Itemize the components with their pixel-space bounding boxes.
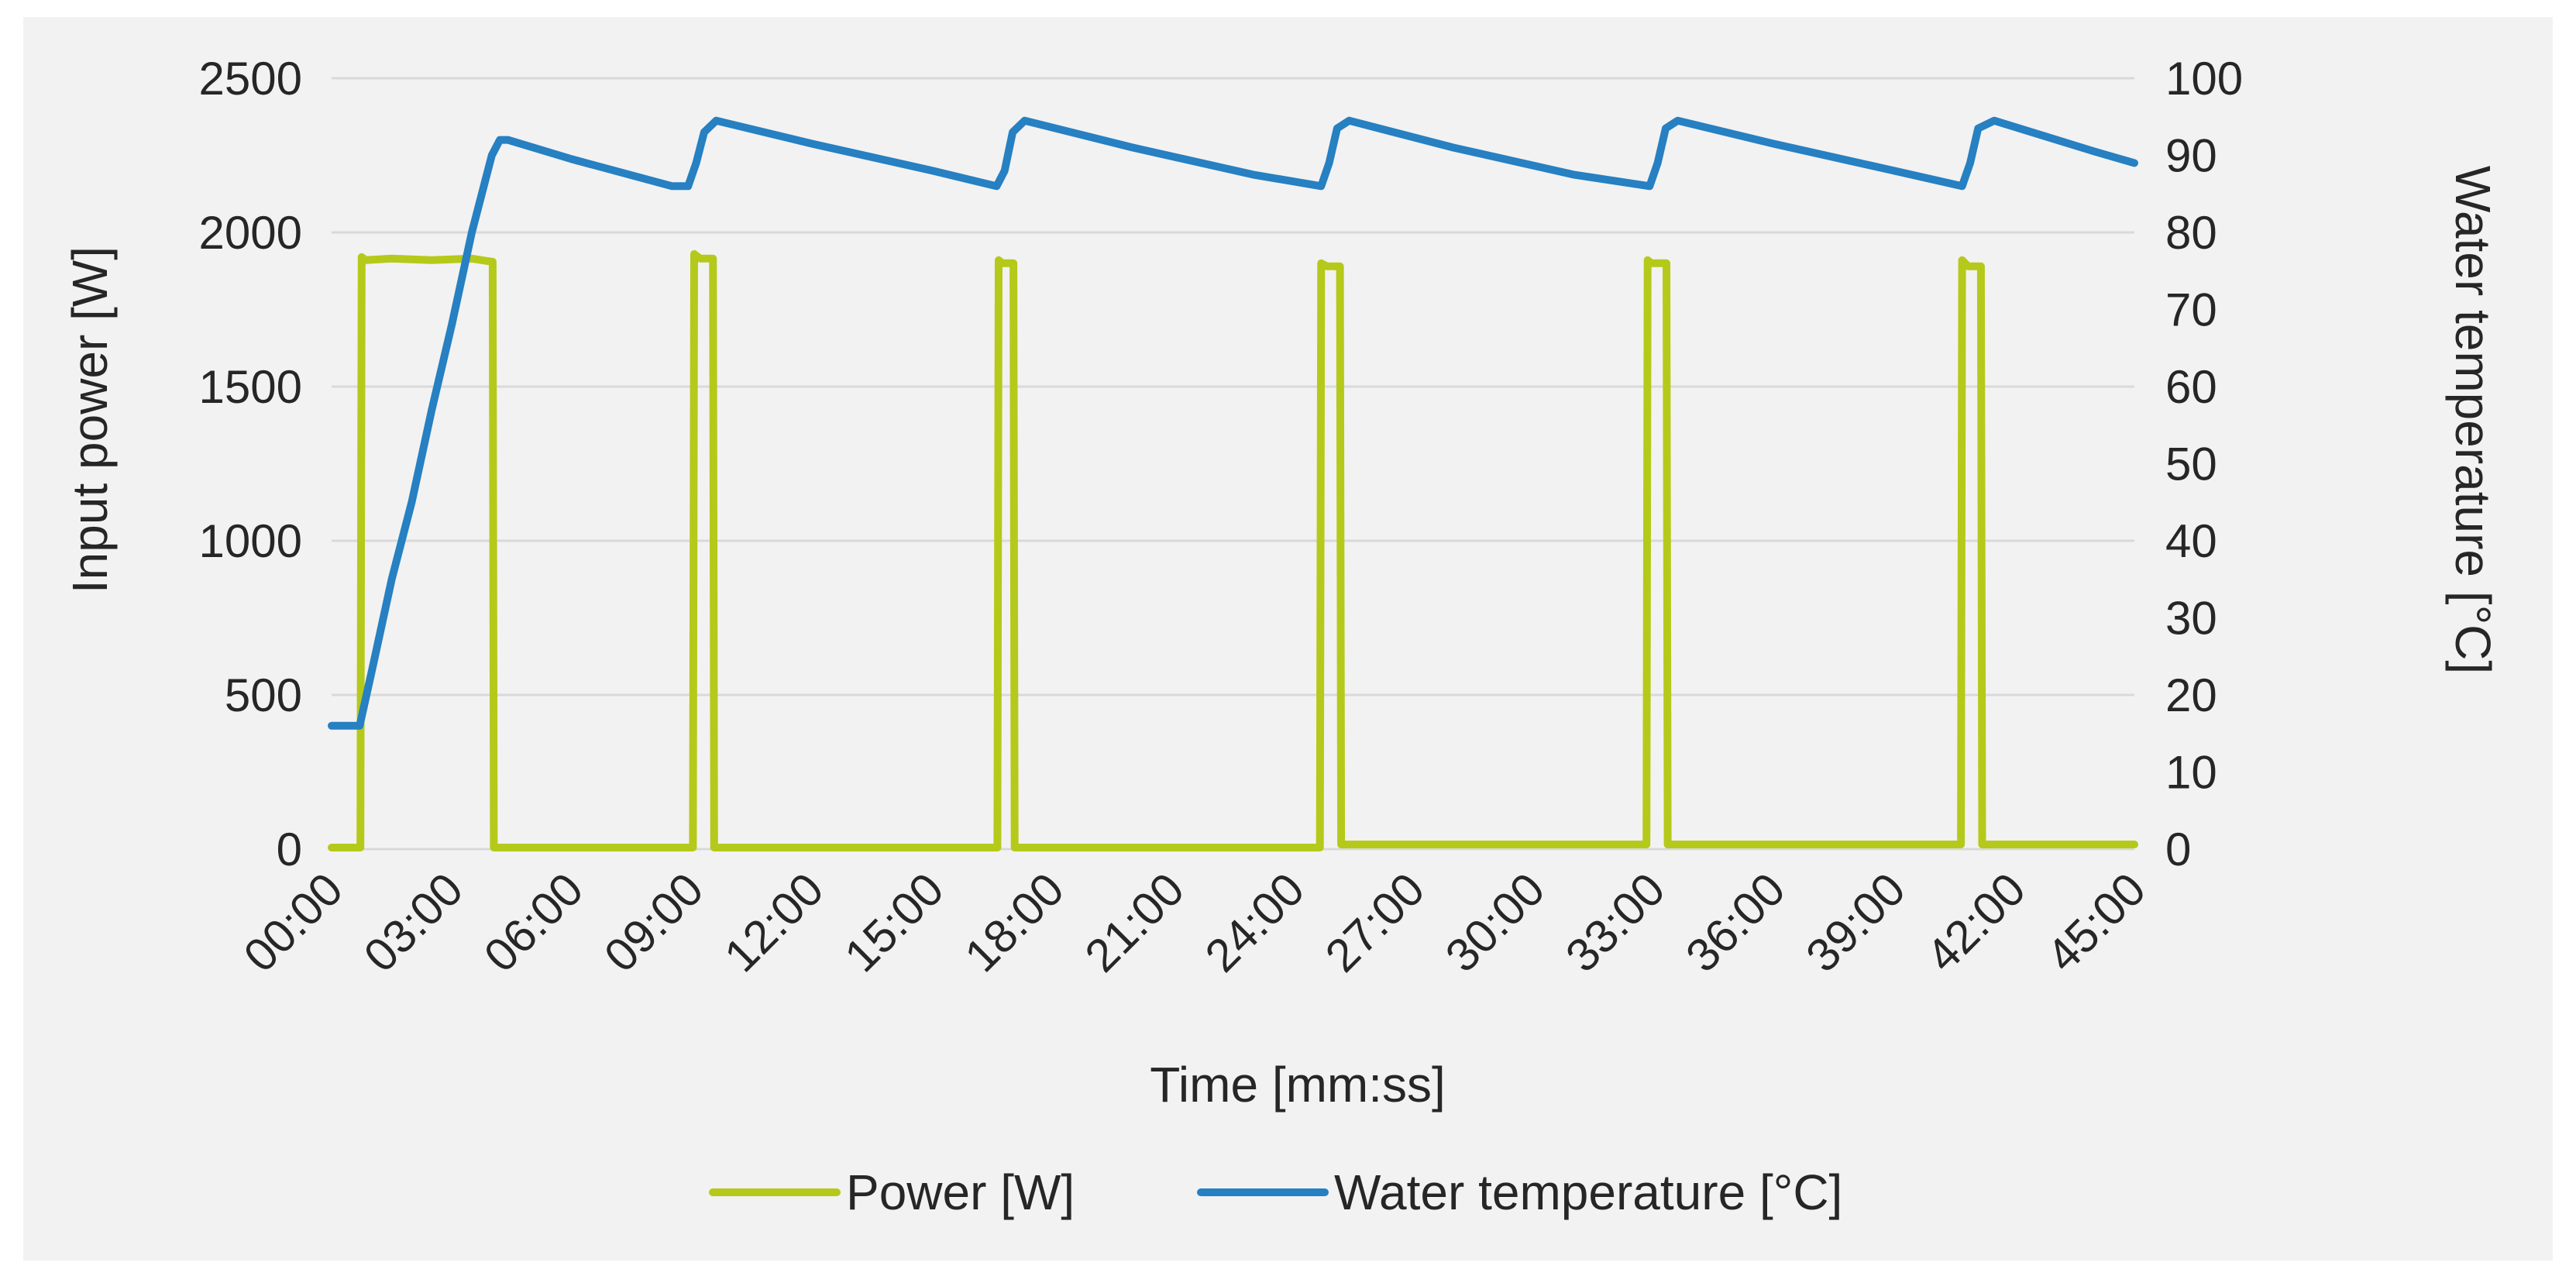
y-tick-label: 500 xyxy=(225,669,302,721)
x-tick-label: 15:00 xyxy=(834,863,954,982)
x-tick-label: 36:00 xyxy=(1676,863,1795,982)
series-line-water-temperature xyxy=(328,116,2138,730)
x-tick-label: 30:00 xyxy=(1436,863,1555,982)
x-tick-label: 06:00 xyxy=(474,863,593,982)
x-tick-label: 03:00 xyxy=(354,863,473,982)
y2-tick-label: 70 xyxy=(2165,284,2217,336)
x-tick-label: 21:00 xyxy=(1075,863,1195,982)
y2-tick-label: 10 xyxy=(2165,747,2217,799)
x-tick-label: 12:00 xyxy=(714,863,834,982)
x-axis-title: Time [mm:ss] xyxy=(1150,1057,1446,1113)
y-tick-label: 0 xyxy=(277,824,302,875)
x-axis-ticks: 00:00 03:00 06:00 09:00 12:00 15:00 18:00 21:00… xyxy=(234,863,2156,982)
y2-tick-label: 100 xyxy=(2165,53,2243,105)
x-tick-label: 42:00 xyxy=(1917,863,2036,982)
legend-label-power: Power [W] xyxy=(846,1164,1075,1220)
y2-tick-label: 40 xyxy=(2165,515,2217,567)
y2-tick-label: 90 xyxy=(2165,130,2217,182)
series-line-power xyxy=(328,249,2138,851)
legend-label-water-temperature: Water temperature [°C] xyxy=(1334,1164,1842,1220)
x-tick-label: 18:00 xyxy=(954,863,1074,982)
series-lines xyxy=(328,116,2138,851)
y2-tick-label: 30 xyxy=(2165,593,2217,645)
y2-tick-label: 80 xyxy=(2165,207,2217,259)
x-tick-label: 24:00 xyxy=(1195,863,1315,982)
y2-tick-label: 0 xyxy=(2165,824,2191,875)
x-tick-label: 00:00 xyxy=(234,863,353,982)
chart-frame: 0 500 1000 1500 2000 2500 0 10 20 30 40 50 60 70 80 90… xyxy=(23,17,2553,1261)
y-tick-label: 2500 xyxy=(199,53,302,105)
y2-axis-ticks: 0 10 20 30 40 50 60 70 80 90 100 xyxy=(2165,53,2243,875)
y-axis-ticks: 0 500 1000 1500 2000 2500 xyxy=(199,53,302,875)
x-tick-label: 27:00 xyxy=(1316,863,1435,982)
chart-svg: 0 500 1000 1500 2000 2500 0 10 20 30 40 50 60 70 80 90… xyxy=(62,53,2501,1220)
x-tick-label: 09:00 xyxy=(594,863,714,982)
y-tick-label: 1000 xyxy=(199,515,302,567)
y2-axis-title: Water temperature [°C] xyxy=(2445,166,2501,674)
y-axis-title: Input power [W] xyxy=(62,246,118,593)
x-tick-label: 45:00 xyxy=(2037,863,2156,982)
x-tick-label: 33:00 xyxy=(1556,863,1675,982)
y2-tick-label: 20 xyxy=(2165,669,2217,721)
y2-tick-label: 60 xyxy=(2165,361,2217,413)
x-tick-label: 39:00 xyxy=(1796,863,1915,982)
gridlines xyxy=(332,77,2134,851)
y-tick-label: 2000 xyxy=(199,207,302,259)
legend: Power [W] Water temperature [°C] xyxy=(709,1164,1842,1220)
y-tick-label: 1500 xyxy=(199,361,302,413)
y2-tick-label: 50 xyxy=(2165,439,2217,490)
